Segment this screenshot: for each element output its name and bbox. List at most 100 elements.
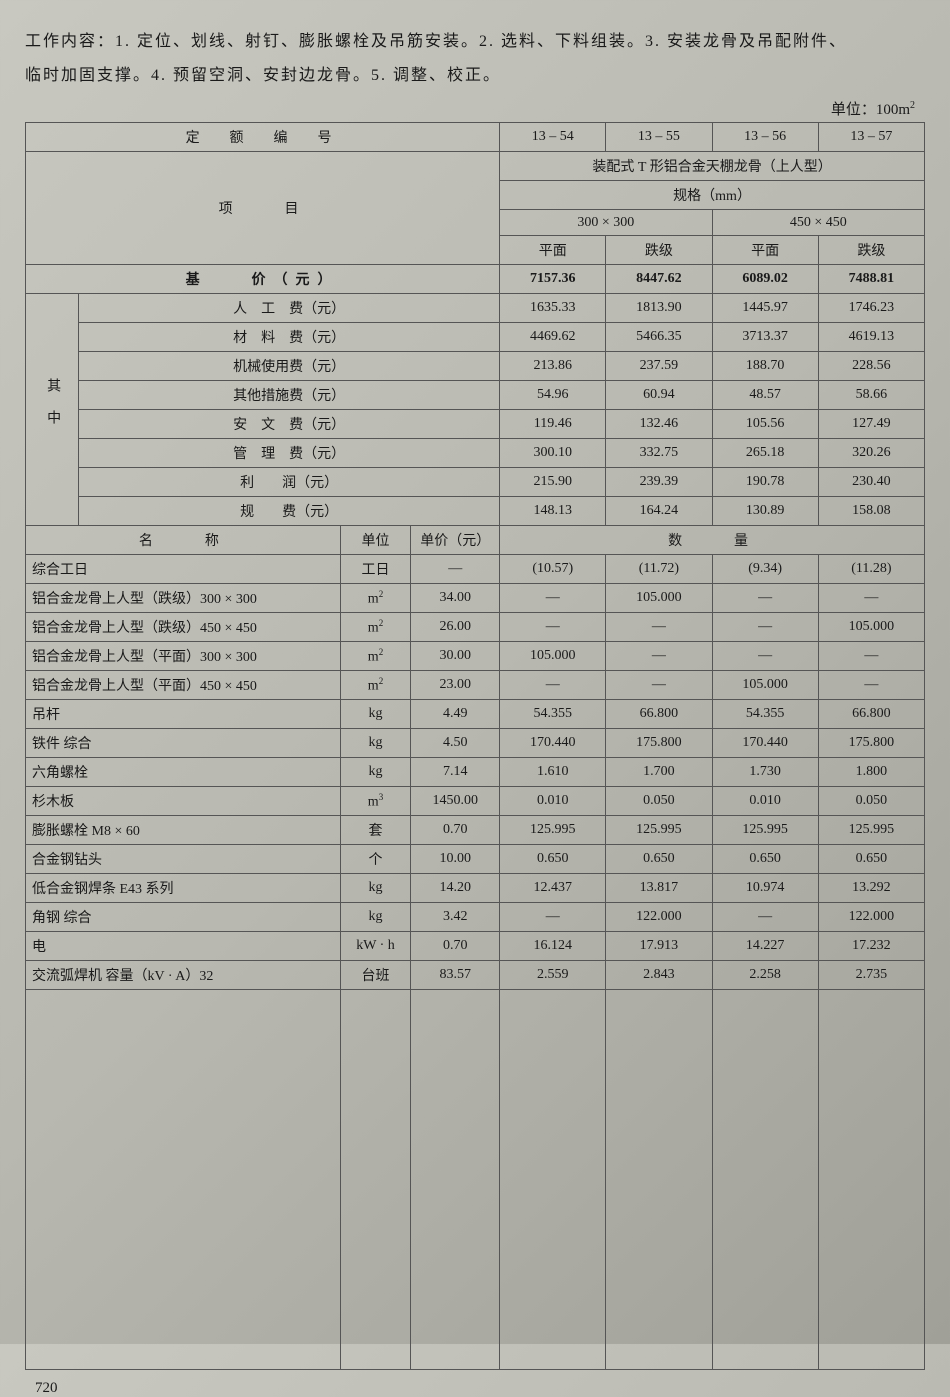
material-name: 铝合金龙骨上人型（平面）300 × 300 [26, 642, 341, 671]
material-price: 10.00 [411, 845, 500, 874]
material-qty: — [818, 671, 924, 700]
cost-value: 5466.35 [606, 323, 712, 352]
material-unit: 工日 [340, 555, 411, 584]
material-qty: 66.800 [606, 700, 712, 729]
material-qty: — [606, 613, 712, 642]
cost-value: 1813.90 [606, 294, 712, 323]
material-qty: 105.000 [500, 642, 606, 671]
material-name: 铁件 综合 [26, 729, 341, 758]
material-unit: m2 [340, 642, 411, 671]
cost-value: 54.96 [500, 381, 606, 410]
cost-value: 1746.23 [818, 294, 924, 323]
material-qty: 0.010 [712, 787, 818, 816]
material-row: 低合金钢焊条 E43 系列kg14.2012.43713.81710.97413… [26, 874, 925, 903]
cost-value: 265.18 [712, 439, 818, 468]
material-price: 30.00 [411, 642, 500, 671]
material-qty: 10.974 [712, 874, 818, 903]
material-qty: 13.292 [818, 874, 924, 903]
material-qty: — [500, 584, 606, 613]
material-qty: 2.843 [606, 961, 712, 990]
item-header: 项 目 [26, 152, 500, 265]
material-name: 杉木板 [26, 787, 341, 816]
cost-value: 332.75 [606, 439, 712, 468]
material-unit: kg [340, 903, 411, 932]
material-qty: — [500, 671, 606, 700]
code-2: 13 – 55 [606, 123, 712, 152]
material-qty: 125.995 [818, 816, 924, 845]
material-unit: kg [340, 700, 411, 729]
material-unit: m2 [340, 613, 411, 642]
material-name: 交流弧焊机 容量（kV · A）32 [26, 961, 341, 990]
cost-row: 其中人 工 费（元）1635.331813.901445.971746.23 [26, 294, 925, 323]
material-qty: 125.995 [712, 816, 818, 845]
material-qty: — [500, 903, 606, 932]
material-row: 综合工日工日—(10.57)(11.72)(9.34)(11.28) [26, 555, 925, 584]
material-qty: 122.000 [606, 903, 712, 932]
material-qty: (11.28) [818, 555, 924, 584]
material-name: 铝合金龙骨上人型（平面）450 × 450 [26, 671, 341, 700]
page-number: 720 [25, 1380, 925, 1397]
cost-label: 规 费（元） [79, 497, 500, 526]
material-qty: 175.800 [606, 729, 712, 758]
material-qty: 54.355 [712, 700, 818, 729]
material-price: 0.70 [411, 932, 500, 961]
material-qty: 2.735 [818, 961, 924, 990]
sub-flat-2: 平面 [712, 236, 818, 265]
material-qty: — [606, 671, 712, 700]
material-qty: 0.650 [712, 845, 818, 874]
material-row: 角钢 综合kg3.42—122.000—122.000 [26, 903, 925, 932]
cost-row: 规 费（元）148.13164.24130.89158.08 [26, 497, 925, 526]
material-qty: 1.730 [712, 758, 818, 787]
material-price: 4.49 [411, 700, 500, 729]
cost-value: 119.46 [500, 410, 606, 439]
material-qty: 0.650 [500, 845, 606, 874]
cost-row: 机械使用费（元）213.86237.59188.70228.56 [26, 352, 925, 381]
cost-label: 利 润（元） [79, 468, 500, 497]
material-unit: 台班 [340, 961, 411, 990]
filler-row [26, 990, 925, 1370]
material-unit: kg [340, 874, 411, 903]
header-code-row: 定 额 编 号 13 – 54 13 – 55 13 – 56 13 – 57 [26, 123, 925, 152]
material-qty: 16.124 [500, 932, 606, 961]
sub-step-2: 跌级 [818, 236, 924, 265]
material-name: 膨胀螺栓 M8 × 60 [26, 816, 341, 845]
sub-step-1: 跌级 [606, 236, 712, 265]
cost-value: 127.49 [818, 410, 924, 439]
material-price: 34.00 [411, 584, 500, 613]
material-qty: — [818, 584, 924, 613]
material-qty: — [712, 642, 818, 671]
cost-value: 105.56 [712, 410, 818, 439]
cost-label: 管 理 费（元） [79, 439, 500, 468]
cost-row: 利 润（元）215.90239.39190.78230.40 [26, 468, 925, 497]
base-1: 7157.36 [500, 265, 606, 294]
cost-value: 1635.33 [500, 294, 606, 323]
material-unit: m3 [340, 787, 411, 816]
cost-value: 320.26 [818, 439, 924, 468]
material-price: 14.20 [411, 874, 500, 903]
material-qty: — [712, 613, 818, 642]
cost-row: 其他措施费（元）54.9660.9448.5758.66 [26, 381, 925, 410]
material-row: 吊杆kg4.4954.35566.80054.35566.800 [26, 700, 925, 729]
cost-value: 158.08 [818, 497, 924, 526]
material-qty: 2.559 [500, 961, 606, 990]
cost-value: 148.13 [500, 497, 606, 526]
material-qty: — [712, 903, 818, 932]
cost-label: 其他措施费（元） [79, 381, 500, 410]
material-unit: m2 [340, 584, 411, 613]
cost-value: 4469.62 [500, 323, 606, 352]
cost-label: 材 料 费（元） [79, 323, 500, 352]
material-qty: 105.000 [606, 584, 712, 613]
material-name: 吊杆 [26, 700, 341, 729]
material-qty: 105.000 [712, 671, 818, 700]
material-row: 膨胀螺栓 M8 × 60套0.70125.995125.995125.99512… [26, 816, 925, 845]
unit-label: 单位：100m2 [25, 98, 925, 119]
sub-flat-1: 平面 [500, 236, 606, 265]
cost-value: 4619.13 [818, 323, 924, 352]
material-qty: 175.800 [818, 729, 924, 758]
base-4: 7488.81 [818, 265, 924, 294]
material-row: 铝合金龙骨上人型（跌级）450 × 450m226.00———105.000 [26, 613, 925, 642]
qty-header: 数 量 [500, 526, 925, 555]
material-row: 电kW · h0.7016.12417.91314.22717.232 [26, 932, 925, 961]
material-row: 六角螺栓kg7.141.6101.7001.7301.800 [26, 758, 925, 787]
material-unit: m2 [340, 671, 411, 700]
